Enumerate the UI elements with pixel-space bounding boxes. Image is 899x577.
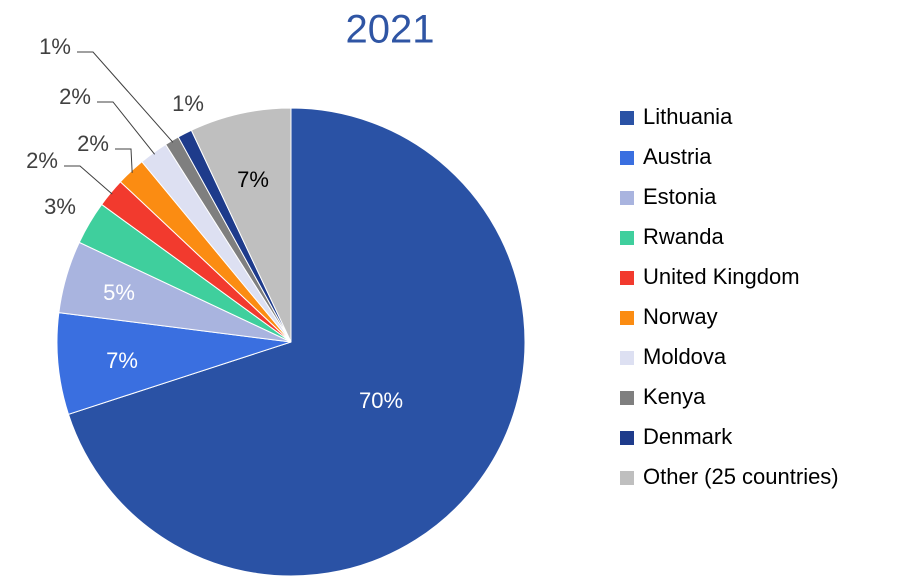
legend-label: Rwanda [643,224,724,249]
legend-label: Kenya [643,384,706,409]
legend-label: Austria [643,144,712,169]
data-label: 7% [106,348,138,373]
legend-swatch [620,391,634,405]
data-label: 2% [59,84,91,109]
pie-slice [67,107,526,577]
chart-title: 2021 [346,8,435,52]
leader-line [64,165,113,195]
legend-swatch [620,111,634,125]
legend-swatch [620,311,634,325]
pie-slice [56,312,292,415]
legend-swatch [620,471,634,485]
legend-label: Denmark [643,424,733,449]
data-label: 5% [103,280,135,305]
legend-swatch [620,271,634,285]
pie-slice [190,107,292,343]
legend-label: Other (25 countries) [643,464,839,489]
leader-line [97,101,156,155]
leader-line [115,148,133,173]
data-label: 1% [172,91,204,116]
legend-swatch [620,231,634,245]
data-label: 1% [39,34,71,59]
legend-label: United Kingdom [643,264,800,289]
legend-swatch [620,351,634,365]
legend-label: Moldova [643,344,727,369]
data-label: 2% [26,148,58,173]
legend-label: Norway [643,304,718,329]
leader-line [77,51,174,143]
legend-label: Estonia [643,184,717,209]
legend-swatch [620,151,634,165]
data-label: 2% [77,131,109,156]
legend-label: Lithuania [643,104,733,129]
data-label: 70% [359,388,403,413]
data-label: 3% [44,194,76,219]
legend-swatch [620,191,634,205]
legend-swatch [620,431,634,445]
data-label: 7% [237,167,269,192]
